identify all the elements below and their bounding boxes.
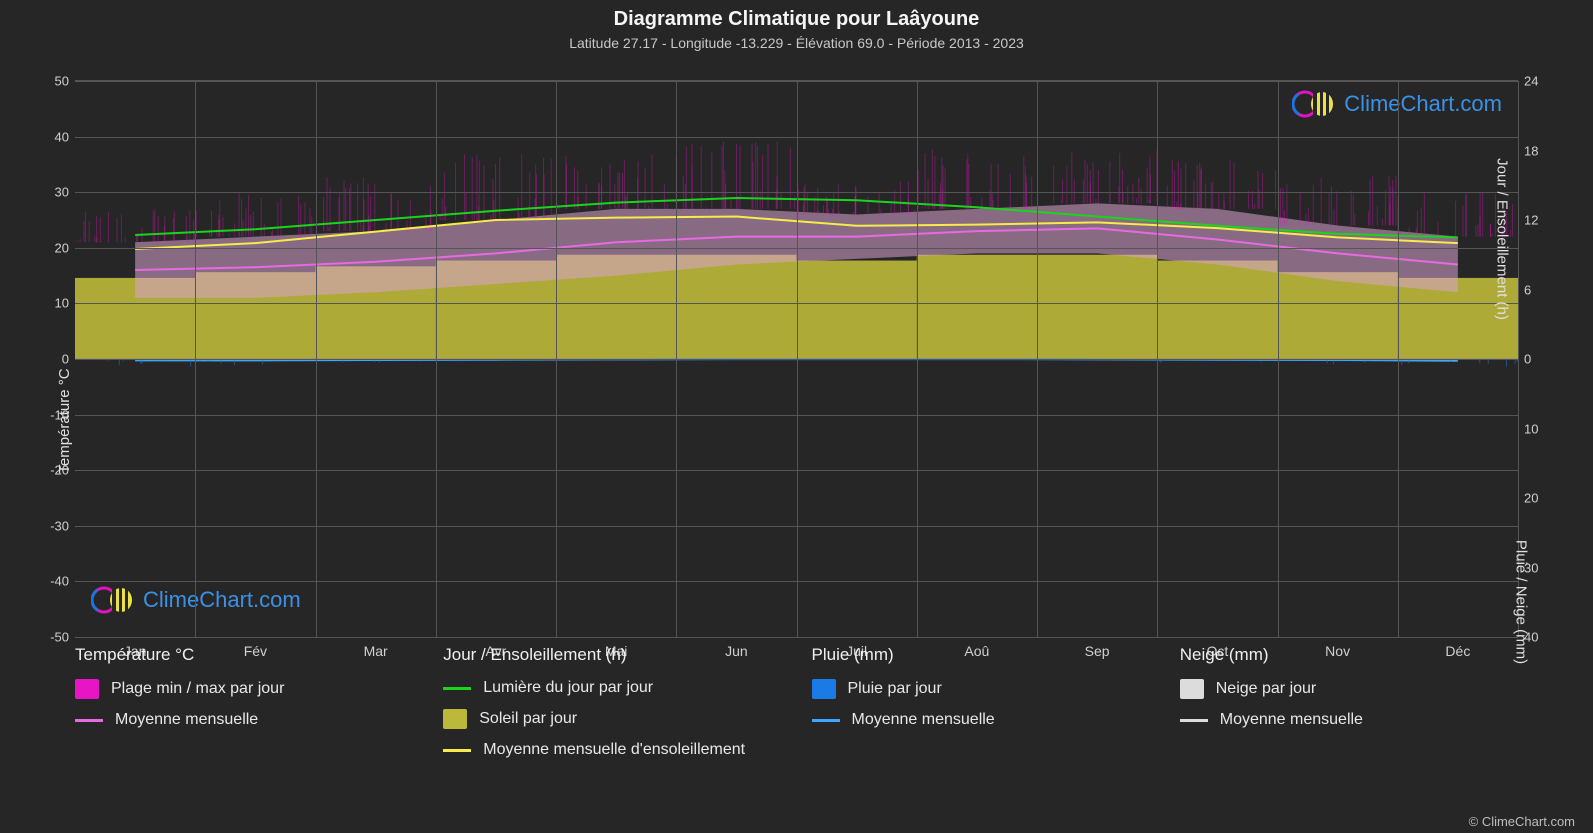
legend-swatch-box (1180, 679, 1204, 699)
y-axis-left-label: Température °C (56, 368, 73, 473)
y-left-tick: 50 (55, 74, 75, 89)
logo-icon (91, 583, 135, 617)
legend-item: Soleil par jour (443, 709, 781, 729)
copyright-text: © ClimeChart.com (1469, 814, 1575, 829)
legend-heading: Pluie (mm) (812, 645, 1150, 665)
y-right-top-tick: 24 (1518, 74, 1538, 89)
y-right-top-tick: 18 (1518, 143, 1538, 158)
legend-item: Moyenne mensuelle (75, 711, 413, 729)
watermark-text: ClimeChart.com (1344, 91, 1502, 117)
legend-label: Soleil par jour (479, 710, 577, 728)
legend-label: Neige par jour (1216, 680, 1317, 698)
watermark-text: ClimeChart.com (143, 587, 301, 613)
legend-label: Pluie par jour (848, 680, 942, 698)
y-right-top-tick: 6 (1518, 282, 1531, 297)
legend-swatch-line (443, 749, 471, 752)
legend-group: Neige (mm) Neige par jour Moyenne mensuell… (1180, 645, 1518, 815)
legend-label: Moyenne mensuelle d'ensoleillement (483, 741, 745, 759)
legend-swatch-box (443, 709, 467, 729)
legend-item: Plage min / max par jour (75, 679, 413, 699)
legend-swatch-line (1180, 719, 1208, 722)
chart-title: Diagramme Climatique pour Laâyoune (0, 8, 1593, 31)
legend-item: Moyenne mensuelle (812, 711, 1150, 729)
y-left-tick: -30 (50, 518, 75, 533)
legend-item: Lumière du jour par jour (443, 679, 781, 697)
y-right-bottom-tick: 10 (1518, 421, 1538, 436)
y-left-tick: -40 (50, 574, 75, 589)
y-left-tick: 40 (55, 129, 75, 144)
legend-label: Moyenne mensuelle (115, 711, 258, 729)
y-right-top-tick: 0 (1518, 352, 1531, 367)
legend-group: Température °C Plage min / max par jour Mo… (75, 645, 413, 815)
legend-swatch-line (812, 719, 840, 722)
y-right-top-tick: 12 (1518, 213, 1538, 228)
y-left-tick: 30 (55, 185, 75, 200)
chart-subtitle: Latitude 27.17 - Longitude -13.229 - Élé… (0, 35, 1593, 51)
logo-icon (1292, 87, 1336, 121)
legend-swatch-box (75, 679, 99, 699)
y-left-tick: 0 (62, 352, 75, 367)
legend: Température °C Plage min / max par jour Mo… (75, 645, 1518, 815)
legend-heading: Neige (mm) (1180, 645, 1518, 665)
legend-item: Neige par jour (1180, 679, 1518, 699)
legend-label: Lumière du jour par jour (483, 679, 653, 697)
y-left-tick: 20 (55, 240, 75, 255)
y-left-tick: -50 (50, 630, 75, 645)
legend-label: Moyenne mensuelle (1220, 711, 1363, 729)
legend-label: Moyenne mensuelle (852, 711, 995, 729)
legend-label: Plage min / max par jour (111, 680, 284, 698)
legend-swatch-box (812, 679, 836, 699)
legend-item: Moyenne mensuelle (1180, 711, 1518, 729)
legend-swatch-line (443, 687, 471, 690)
legend-swatch-line (75, 719, 103, 722)
legend-heading: Jour / Ensoleillement (h) (443, 645, 781, 665)
legend-group: Jour / Ensoleillement (h) Lumière du jour… (443, 645, 781, 815)
y-axis-right-top-label: Jour / Ensoleillement (h) (1494, 158, 1511, 320)
y-left-tick: 10 (55, 296, 75, 311)
y-right-bottom-tick: 20 (1518, 491, 1538, 506)
legend-group: Pluie (mm) Pluie par jour Moyenne mensuell… (812, 645, 1150, 815)
legend-item: Pluie par jour (812, 679, 1150, 699)
chart-plot-area: ClimeChart.com ClimeChart.com 5040302010… (75, 80, 1518, 638)
legend-item: Moyenne mensuelle d'ensoleillement (443, 741, 781, 759)
legend-heading: Température °C (75, 645, 413, 665)
